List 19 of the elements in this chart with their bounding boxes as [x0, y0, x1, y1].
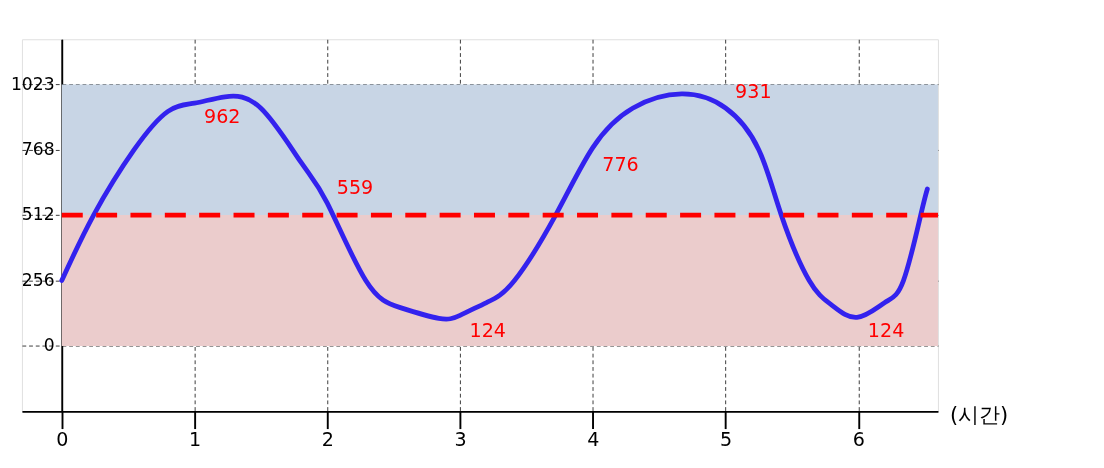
- x-tick-label: 0: [56, 428, 69, 451]
- y-tick-label: 0: [43, 335, 55, 356]
- x-axis-title: (시간): [949, 403, 1009, 428]
- annotation: 124: [867, 319, 905, 342]
- y-tick-label: 768: [21, 138, 55, 159]
- annotation: 124: [469, 319, 507, 342]
- annotation: 559: [336, 175, 374, 198]
- x-tick-label: 2: [321, 428, 334, 451]
- x-tick-label: 5: [719, 428, 733, 451]
- x-tick-label: 4: [587, 428, 600, 451]
- annotation: 962: [204, 105, 241, 128]
- y-tick-label: 1023: [10, 73, 55, 94]
- annotation: 931: [735, 80, 772, 103]
- y-tick-label: 256: [21, 269, 55, 290]
- x-tick-label: 3: [454, 428, 467, 451]
- annotation: 776: [602, 152, 639, 175]
- x-tick-label: 6: [852, 428, 865, 451]
- y-tick-label: 512: [21, 204, 55, 225]
- x-tick-label: 1: [188, 428, 202, 451]
